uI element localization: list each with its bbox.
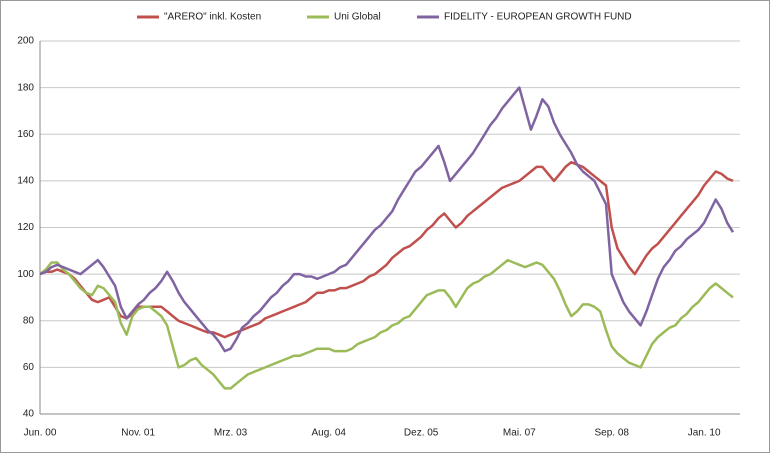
- y-tick-label: 120: [17, 222, 34, 233]
- y-tick-label: 160: [17, 129, 34, 140]
- legend-label: FIDELITY - EUROPEAN GROWTH FUND: [444, 12, 632, 23]
- x-tick-label: Mai. 07: [503, 428, 536, 439]
- x-tick-label: Dez. 05: [404, 428, 439, 439]
- y-tick-label: 140: [17, 176, 34, 187]
- y-tick-label: 180: [17, 82, 34, 93]
- series-line: [39, 86, 735, 353]
- x-tick-label: Jan. 10: [688, 428, 721, 439]
- legend-label: "ARERO" inkl. Kosten: [164, 12, 261, 23]
- x-tick-label: Aug. 04: [312, 428, 347, 439]
- series-line: [39, 160, 734, 339]
- y-tick-label: 100: [17, 269, 34, 280]
- y-tick-label: 200: [17, 36, 34, 47]
- x-tick-label: Nov. 01: [121, 428, 155, 439]
- series-line: [39, 258, 734, 390]
- y-tick-label: 80: [23, 315, 35, 326]
- y-tick-label: 60: [23, 362, 35, 373]
- x-tick-label: Sep. 08: [594, 428, 629, 439]
- y-tick-label: 40: [23, 409, 35, 420]
- x-tick-label: Mrz. 03: [214, 428, 248, 439]
- x-tick-label: Jun. 00: [24, 428, 57, 439]
- legend-label: Uni Global: [334, 12, 381, 23]
